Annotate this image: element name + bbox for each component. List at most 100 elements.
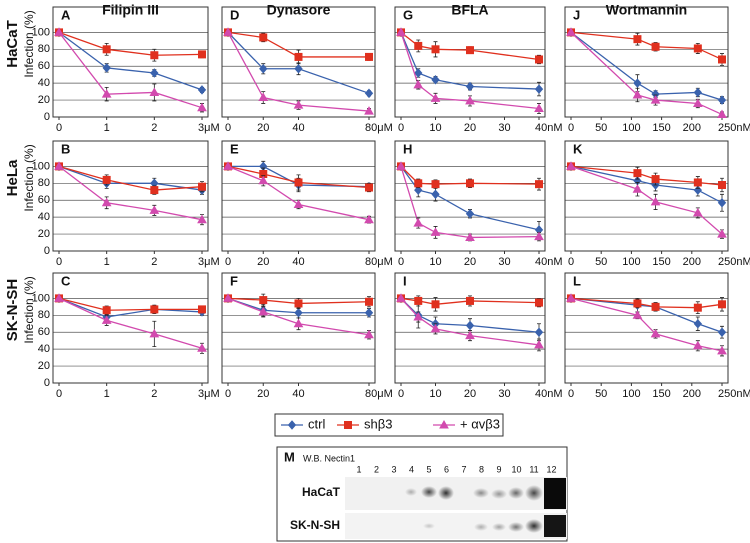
marker bbox=[197, 102, 207, 112]
x-tick-label: 2 bbox=[151, 256, 157, 268]
panel-label: A bbox=[61, 7, 71, 22]
marker bbox=[430, 227, 441, 236]
marker bbox=[465, 209, 475, 219]
marker bbox=[294, 52, 303, 61]
marker bbox=[198, 305, 206, 314]
y-tick-label: 20 bbox=[38, 360, 50, 372]
panel-label: K bbox=[573, 141, 583, 156]
marker bbox=[566, 27, 576, 36]
marker bbox=[197, 85, 207, 95]
plot-area bbox=[565, 273, 728, 383]
marker bbox=[465, 95, 475, 105]
marker bbox=[651, 302, 660, 311]
plot-area bbox=[53, 141, 208, 251]
x-tick-label: 200 bbox=[683, 256, 701, 268]
y-tick-label: 0 bbox=[44, 377, 50, 389]
x-tick-label: 0 bbox=[225, 256, 231, 268]
marker bbox=[364, 214, 374, 224]
marker bbox=[149, 328, 160, 338]
panel-label: J bbox=[573, 7, 580, 22]
y-tick-label: 80 bbox=[38, 43, 50, 55]
x-tick-label: 0 bbox=[398, 388, 404, 400]
column-title: BFLA bbox=[451, 2, 488, 18]
x-tick-label: 3μM bbox=[198, 122, 220, 134]
marker bbox=[150, 305, 159, 314]
plot-frame bbox=[52, 6, 209, 118]
blot-panel-label: M bbox=[284, 449, 295, 464]
plot-area bbox=[222, 141, 375, 251]
marker bbox=[364, 106, 374, 115]
series-line bbox=[227, 297, 370, 305]
marker bbox=[259, 64, 268, 74]
x-tick-label: 40nM bbox=[535, 256, 563, 268]
marker bbox=[364, 88, 374, 99]
x-tick-label: 0 bbox=[225, 388, 231, 400]
marker bbox=[718, 55, 726, 64]
marker bbox=[294, 299, 303, 308]
marker bbox=[223, 161, 233, 170]
marker bbox=[534, 84, 544, 94]
lane-label: 11 bbox=[529, 464, 538, 474]
marker bbox=[633, 78, 642, 88]
x-tick-label: 0 bbox=[56, 122, 62, 134]
marker bbox=[717, 198, 727, 208]
y-tick-label: 60 bbox=[38, 194, 50, 206]
x-tick-label: 10 bbox=[429, 256, 441, 268]
x-tick-label: 40nM bbox=[535, 388, 563, 400]
marker bbox=[258, 306, 269, 316]
panel-label: E bbox=[230, 141, 239, 156]
marker bbox=[293, 100, 304, 109]
x-tick-label: 20 bbox=[464, 122, 476, 134]
marker bbox=[718, 300, 726, 309]
panel-label: D bbox=[230, 7, 239, 22]
marker bbox=[431, 180, 440, 189]
y-tick-label: 0 bbox=[44, 245, 50, 257]
marker bbox=[293, 199, 304, 208]
y-axis-label: Infection (%) bbox=[22, 10, 36, 77]
lane-label: 12 bbox=[546, 464, 556, 474]
marker bbox=[149, 205, 160, 214]
panel-label: F bbox=[230, 273, 238, 288]
x-tick-label: 3μM bbox=[198, 388, 220, 400]
marker bbox=[198, 182, 206, 191]
x-tick-label: 10 bbox=[429, 122, 441, 134]
marker bbox=[633, 299, 642, 308]
legend-marker bbox=[344, 421, 352, 429]
series-line bbox=[227, 165, 370, 189]
x-tick-label: 30 bbox=[498, 256, 510, 268]
marker bbox=[197, 343, 207, 352]
marker bbox=[413, 218, 424, 227]
x-tick-label: 100 bbox=[622, 122, 640, 134]
marker bbox=[413, 79, 424, 89]
marker bbox=[101, 89, 112, 98]
marker bbox=[430, 323, 441, 333]
x-tick-label: 20 bbox=[257, 122, 269, 134]
y-tick-label: 0 bbox=[44, 111, 50, 123]
marker bbox=[466, 46, 474, 55]
marker bbox=[431, 189, 440, 200]
lane-label: 5 bbox=[426, 464, 431, 474]
marker bbox=[365, 52, 373, 61]
column-title: Dynasore bbox=[267, 2, 331, 18]
marker bbox=[223, 293, 233, 302]
marker bbox=[414, 185, 423, 195]
y-axis-label: Infection (%) bbox=[22, 276, 36, 343]
marker bbox=[413, 311, 424, 321]
x-tick-label: 40nM bbox=[535, 122, 563, 134]
x-tick-label: 50 bbox=[595, 122, 607, 134]
x-tick-label: 100 bbox=[622, 256, 640, 268]
blot-row-label: SK-N-SH bbox=[290, 518, 340, 532]
marker bbox=[259, 296, 268, 305]
x-tick-label: 20 bbox=[464, 388, 476, 400]
x-tick-label: 200 bbox=[683, 388, 701, 400]
plot-frame bbox=[52, 272, 209, 384]
marker bbox=[431, 300, 440, 309]
y-tick-label: 100 bbox=[32, 160, 50, 172]
lane-label: 3 bbox=[391, 464, 396, 474]
marker bbox=[293, 318, 304, 328]
marker bbox=[465, 330, 475, 340]
panel-label: L bbox=[573, 273, 581, 288]
series-line bbox=[227, 31, 370, 94]
x-tick-label: 250nM bbox=[718, 256, 750, 268]
